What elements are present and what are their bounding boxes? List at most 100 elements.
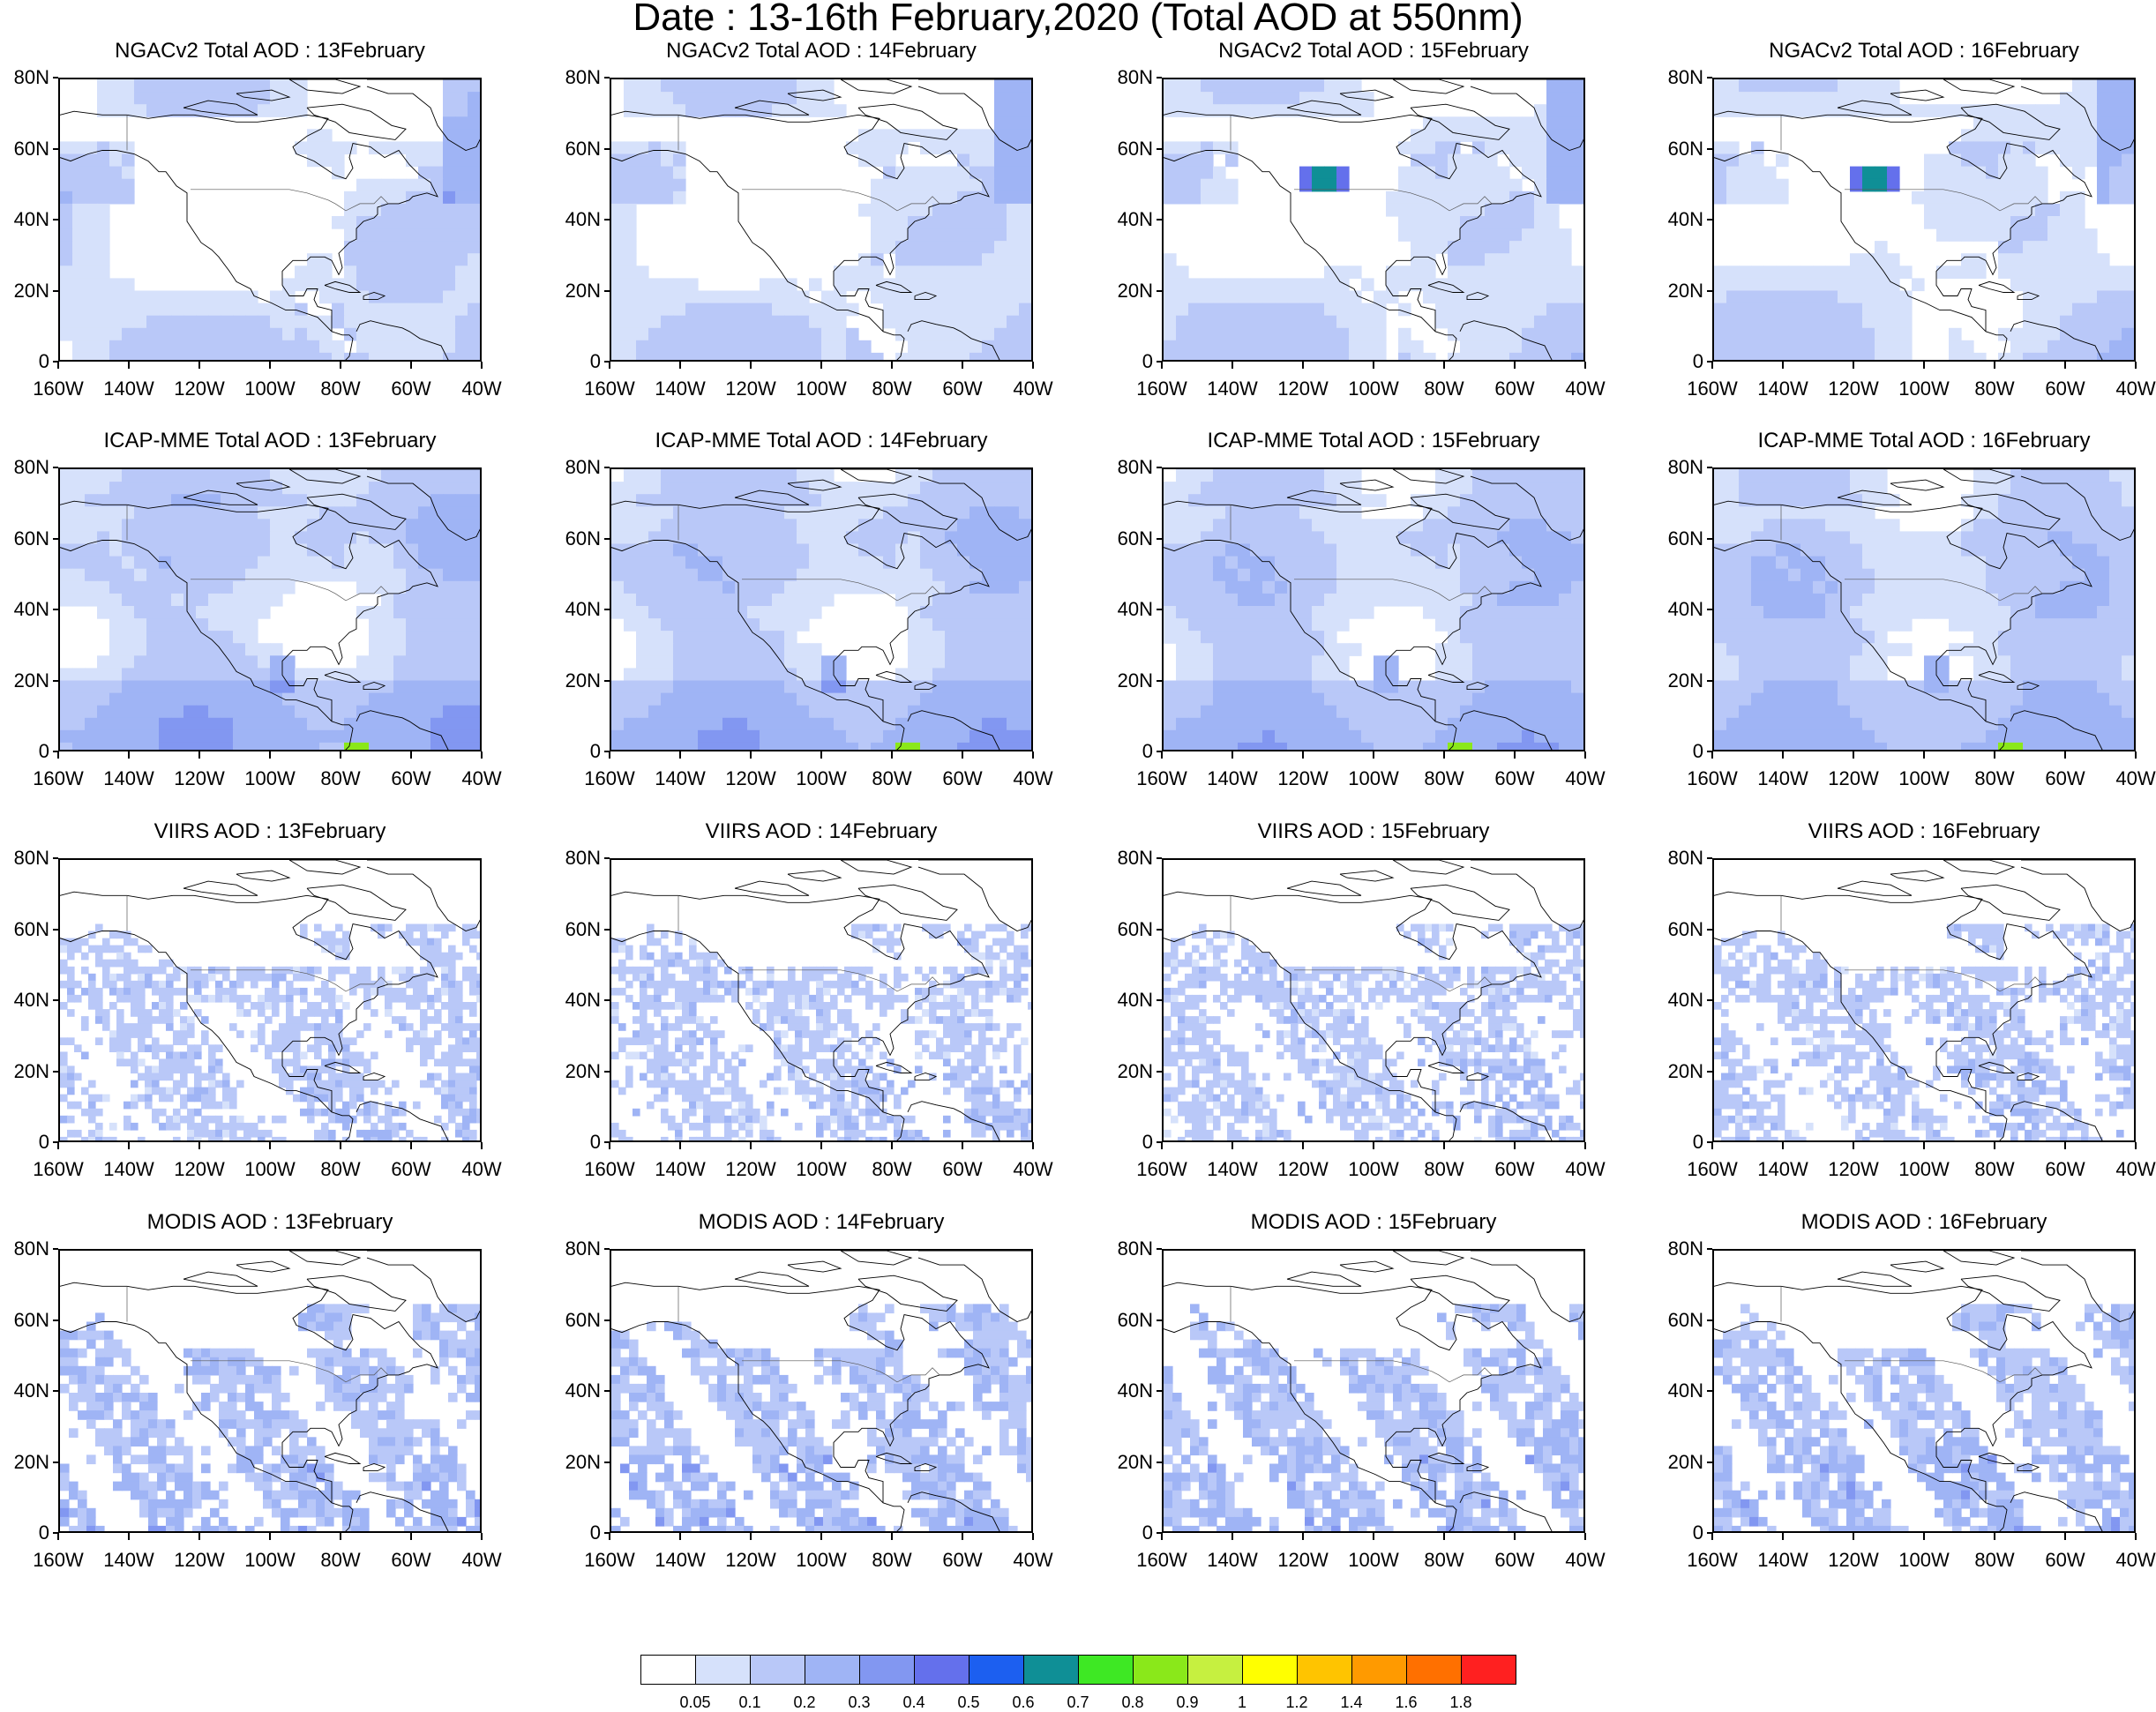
- panel-title: ICAP-MME Total AOD : 14February: [610, 429, 1033, 453]
- lon-tick: [1373, 1533, 1374, 1540]
- lon-tick-label: 100W: [1338, 1549, 1409, 1572]
- map-frame: [610, 858, 1033, 1142]
- lon-tick-label: 100W: [1338, 767, 1409, 790]
- lon-tick-label: 160W: [574, 1158, 645, 1181]
- lat-tick: [1707, 538, 1712, 540]
- panel-title: VIIRS AOD : 14February: [610, 819, 1033, 844]
- lat-tick: [53, 1462, 58, 1463]
- map-frame: [610, 467, 1033, 751]
- lat-tick-label: 20N: [548, 280, 601, 303]
- lat-tick-label: 40N: [1100, 208, 1153, 231]
- lon-tick: [269, 1142, 271, 1149]
- lat-tick-label: 0: [0, 1131, 49, 1154]
- colorbar-swatch: [1406, 1655, 1462, 1685]
- island: [1838, 1272, 1912, 1286]
- island: [788, 871, 841, 881]
- lon-tick-label: 80W: [305, 1158, 376, 1181]
- aod-field: [1714, 1304, 2136, 1533]
- lat-tick-label: 60N: [1100, 527, 1153, 550]
- lat-tick: [604, 1248, 610, 1250]
- lon-tick: [679, 1533, 681, 1540]
- lat-tick: [53, 609, 58, 610]
- aod-map: [611, 860, 1033, 1142]
- aod-map: [1714, 1251, 2136, 1533]
- colorbar-swatch: [859, 1655, 915, 1685]
- lon-tick-label: 140W: [1197, 1549, 1268, 1572]
- lon-tick: [1853, 751, 1854, 759]
- lat-tick-label: 80N: [1100, 847, 1153, 870]
- colorbar-swatch: [1133, 1655, 1188, 1685]
- lat-tick: [1157, 1462, 1162, 1463]
- lon-tick: [1161, 1142, 1163, 1149]
- lat-tick: [604, 1390, 610, 1392]
- lat-tick: [1707, 929, 1712, 931]
- lat-tick: [1707, 219, 1712, 221]
- lon-tick-label: 40W: [2100, 1158, 2156, 1181]
- lon-tick-label: 120W: [1268, 767, 1338, 790]
- island: [1393, 860, 1464, 874]
- coastline: [918, 860, 1033, 931]
- lon-tick: [962, 1142, 963, 1149]
- lon-tick: [198, 751, 200, 759]
- island: [735, 1272, 809, 1286]
- lon-tick: [1584, 1533, 1586, 1540]
- lon-tick: [1231, 362, 1233, 369]
- lon-tick-label: 100W: [786, 767, 857, 790]
- lon-tick-label: 60W: [1479, 1158, 1550, 1181]
- lat-tick-label: 20N: [1100, 280, 1153, 303]
- island: [183, 1272, 258, 1286]
- lat-tick: [1157, 77, 1162, 78]
- lon-tick-label: 140W: [1748, 767, 1818, 790]
- lat-tick-label: 40N: [0, 1379, 49, 1402]
- lat-tick-label: 60N: [0, 138, 49, 161]
- panel-title: MODIS AOD : 16February: [1712, 1210, 2136, 1235]
- lat-tick: [1157, 609, 1162, 610]
- island: [289, 860, 360, 874]
- lon-tick-label: 140W: [94, 1549, 164, 1572]
- lat-tick-label: 40N: [1100, 1379, 1153, 1402]
- lon-tick: [1994, 751, 1995, 759]
- lat-tick: [53, 1071, 58, 1073]
- lat-tick: [604, 999, 610, 1001]
- lat-tick: [53, 1390, 58, 1392]
- lat-tick-label: 60N: [1651, 527, 1703, 550]
- lon-tick: [481, 1533, 483, 1540]
- lon-tick: [1373, 751, 1374, 759]
- lon-tick: [820, 1142, 822, 1149]
- lon-tick: [1032, 1142, 1034, 1149]
- lon-tick-label: 120W: [1268, 1549, 1338, 1572]
- panel-title: MODIS AOD : 14February: [610, 1210, 1033, 1235]
- lon-tick-label: 80W: [1959, 1549, 2030, 1572]
- lon-tick-label: 160W: [1127, 378, 1197, 400]
- lat-tick-label: 60N: [548, 918, 601, 941]
- main-title: Date : 13-16th February,2020 (Total AOD …: [0, 0, 2156, 39]
- lon-tick: [481, 751, 483, 759]
- lat-tick: [604, 219, 610, 221]
- lon-tick-label: 120W: [715, 1549, 786, 1572]
- lon-tick-label: 40W: [2100, 1549, 2156, 1572]
- lat-tick-label: 0: [1100, 740, 1153, 763]
- lon-tick: [1373, 1142, 1374, 1149]
- lon-tick: [57, 362, 59, 369]
- lon-tick-label: 60W: [376, 378, 446, 400]
- lon-tick: [57, 751, 59, 759]
- lon-tick: [820, 751, 822, 759]
- lat-tick-label: 40N: [548, 1379, 601, 1402]
- lat-tick: [1707, 1462, 1712, 1463]
- lat-tick-label: 0: [0, 350, 49, 373]
- lon-tick-label: 160W: [1127, 1158, 1197, 1181]
- lat-tick-label: 20N: [548, 1060, 601, 1083]
- lon-tick-label: 120W: [1268, 378, 1338, 400]
- lat-tick-label: 60N: [0, 918, 49, 941]
- lon-tick-label: 100W: [1889, 1549, 1959, 1572]
- colorbar-swatch: [1187, 1655, 1243, 1685]
- colorbar-swatch: [695, 1655, 751, 1685]
- lon-tick: [1782, 1142, 1784, 1149]
- lon-tick-label: 40W: [1550, 1549, 1621, 1572]
- lat-tick: [1707, 1390, 1712, 1392]
